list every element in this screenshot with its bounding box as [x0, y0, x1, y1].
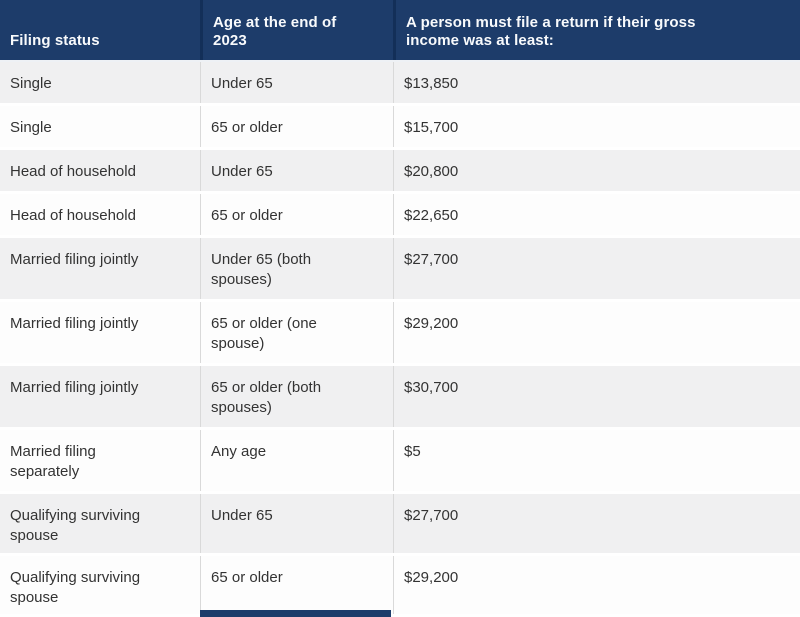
header-filing-status-label: Filing status — [10, 32, 100, 50]
cell-filing-status: Qualifying surviving spouse — [0, 556, 200, 614]
cell-income: $29,200 — [393, 302, 800, 363]
age-value: 65 or older (one spouse) — [211, 315, 317, 353]
age-value: 65 or older — [211, 119, 283, 136]
header-income-threshold: A person must file a return if their gro… — [393, 0, 800, 60]
table-row: Head of household 65 or older $22,650 — [0, 194, 800, 238]
cell-age: Under 65 — [200, 62, 393, 103]
income-value: $5 — [404, 443, 421, 460]
cell-age: Under 65 — [200, 494, 393, 553]
filing-status-value: Qualifying surviving spouse — [10, 507, 141, 545]
age-value: Under 65 — [211, 75, 273, 92]
cell-age: 65 or older — [200, 194, 393, 235]
table-row: Married filing jointly 65 or older (one … — [0, 302, 800, 366]
income-value: $27,700 — [404, 507, 459, 524]
next-table-header-peek — [200, 610, 391, 617]
cell-filing-status: Single — [0, 62, 200, 103]
header-age: Age at the end of 2023 — [200, 0, 393, 60]
age-value: Under 65 — [211, 507, 273, 524]
age-value: 65 or older — [211, 207, 283, 224]
age-value: Under 65 (both spouses) — [211, 251, 312, 289]
cell-filing-status: Married filing jointly — [0, 238, 200, 299]
income-value: $29,200 — [404, 569, 459, 586]
age-value: Under 65 — [211, 163, 273, 180]
cell-income: $29,200 — [393, 556, 800, 614]
income-value: $30,700 — [404, 379, 459, 396]
table-row: Qualifying surviving spouse Under 65 $27… — [0, 494, 800, 556]
cell-filing-status: Married filing jointly — [0, 366, 200, 427]
table-row: Head of household Under 65 $20,800 — [0, 150, 800, 194]
age-value: 65 or older — [211, 569, 283, 586]
cell-age: 65 or older (both spouses) — [200, 366, 393, 427]
age-value: Any age — [211, 443, 267, 460]
table-row: Married filing jointly 65 or older (both… — [0, 366, 800, 430]
cell-income: $5 — [393, 430, 800, 491]
header-age-label: Age at the end of 2023 — [213, 13, 337, 50]
cell-filing-status: Single — [0, 106, 200, 147]
filing-status-value: Married filing jointly — [10, 379, 139, 396]
income-value: $15,700 — [404, 119, 459, 136]
table-row: Married filing jointly Under 65 (both sp… — [0, 238, 800, 302]
table-row: Qualifying surviving spouse 65 or older … — [0, 556, 800, 617]
cell-age: Under 65 (both spouses) — [200, 238, 393, 299]
income-value: $29,200 — [404, 315, 459, 332]
cell-filing-status: Head of household — [0, 194, 200, 235]
filing-status-value: Married filing jointly — [10, 315, 139, 332]
income-value: $22,650 — [404, 207, 459, 224]
cell-income: $15,700 — [393, 106, 800, 147]
cell-income: $20,800 — [393, 150, 800, 191]
filing-status-value: Qualifying surviving spouse — [10, 569, 141, 607]
filing-status-value: Single — [10, 75, 52, 92]
cell-age: 65 or older — [200, 106, 393, 147]
header-income-threshold-label: A person must file a return if their gro… — [406, 13, 696, 50]
filing-status-value: Married filing separately — [10, 443, 96, 481]
table-row: Single Under 65 $13,850 — [0, 62, 800, 106]
cell-income: $22,650 — [393, 194, 800, 235]
income-value: $13,850 — [404, 75, 459, 92]
age-value: 65 or older (both spouses) — [211, 379, 322, 417]
table-row: Single 65 or older $15,700 — [0, 106, 800, 150]
cell-income: $27,700 — [393, 494, 800, 553]
cell-filing-status: Married filing jointly — [0, 302, 200, 363]
cell-income: $30,700 — [393, 366, 800, 427]
cell-income: $27,700 — [393, 238, 800, 299]
cell-age: 65 or older (one spouse) — [200, 302, 393, 363]
cell-age: Any age — [200, 430, 393, 491]
income-value: $20,800 — [404, 163, 459, 180]
cell-income: $13,850 — [393, 62, 800, 103]
cell-filing-status: Qualifying surviving spouse — [0, 494, 200, 553]
table-row: Married filing separately Any age $5 — [0, 430, 800, 494]
cell-age: Under 65 — [200, 150, 393, 191]
filing-status-value: Head of household — [10, 207, 136, 224]
cell-filing-status: Head of household — [0, 150, 200, 191]
filing-status-value: Married filing jointly — [10, 251, 139, 268]
header-filing-status: Filing status — [0, 0, 200, 60]
table-header-row: Filing status Age at the end of 2023 A p… — [0, 0, 800, 62]
filing-status-value: Single — [10, 119, 52, 136]
income-value: $27,700 — [404, 251, 459, 268]
cell-age: 65 or older — [200, 556, 393, 614]
cell-filing-status: Married filing separately — [0, 430, 200, 491]
filing-status-value: Head of household — [10, 163, 136, 180]
